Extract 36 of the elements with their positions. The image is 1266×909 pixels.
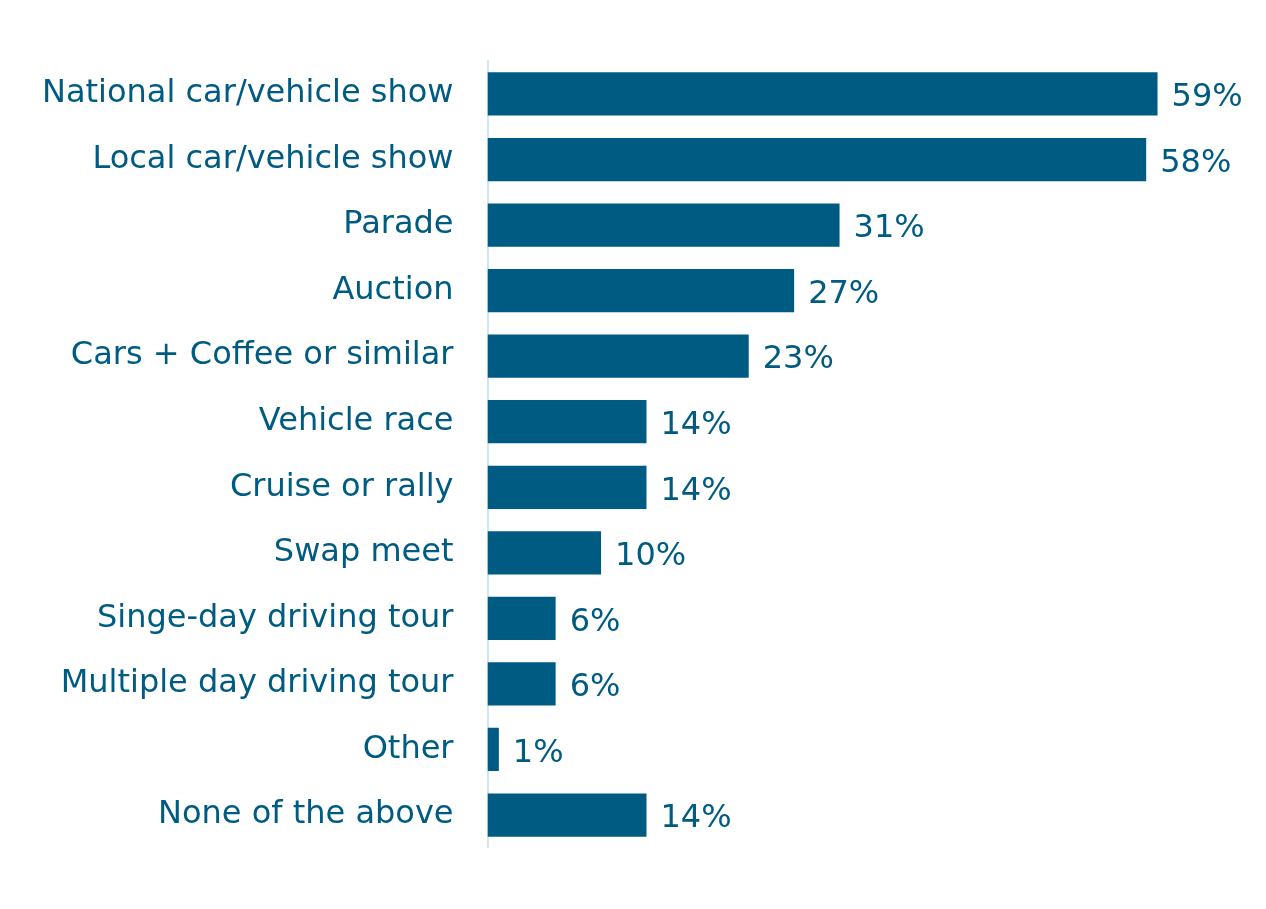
data-label: 27%: [808, 272, 880, 311]
bar: [487, 727, 499, 772]
data-label: 59%: [1171, 76, 1243, 115]
data-label: 31%: [853, 207, 925, 246]
y-tick-label: Other: [362, 727, 455, 766]
bar: [487, 531, 602, 575]
y-tick-label: National car/vehicle show: [42, 72, 454, 111]
bar: [487, 465, 647, 509]
y-tick-label: Parade: [343, 203, 454, 242]
data-label: 6%: [569, 600, 621, 639]
y-tick-label: Multiple day driving tour: [60, 662, 455, 701]
bar: [487, 334, 749, 378]
y-tick-label: Cars + Coffee or similar: [70, 334, 455, 373]
y-tick-label: Singe-day driving tour: [96, 596, 455, 635]
data-label: 58%: [1160, 141, 1232, 180]
bar: [487, 400, 647, 444]
bar: [487, 268, 795, 313]
bar: [487, 596, 556, 641]
bar: [487, 72, 1158, 116]
data-label: 1%: [512, 731, 564, 770]
bar: [487, 662, 556, 706]
y-tick-label: Auction: [332, 268, 454, 307]
y-tick-label: Cruise or rally: [229, 465, 454, 504]
data-label: 14%: [660, 404, 732, 443]
y-tick-label: Swap meet: [273, 531, 454, 570]
bar: [487, 137, 1147, 182]
bar: [487, 203, 840, 247]
data-label: 6%: [569, 666, 621, 705]
y-tick-label: Vehicle race: [258, 400, 454, 439]
y-tick-label: Local car/vehicle show: [92, 137, 454, 176]
bar: [487, 793, 647, 837]
data-label: 10%: [615, 535, 687, 574]
data-label: 14%: [660, 469, 732, 508]
data-label: 14%: [660, 797, 732, 836]
data-label: 23%: [762, 338, 834, 377]
y-tick-label: None of the above: [158, 793, 454, 832]
